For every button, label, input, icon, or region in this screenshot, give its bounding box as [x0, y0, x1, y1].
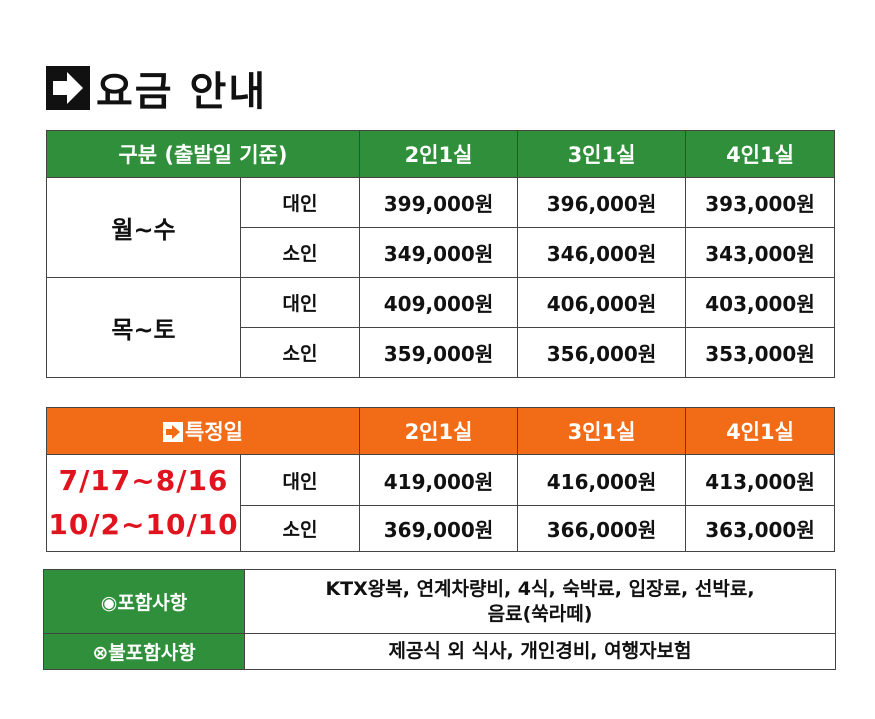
- special-date-ranges: 7/17~8/16 10/2~10/10: [46, 454, 241, 552]
- table-row: ◉포함사항 KTX왕복, 연계차량비, 4식, 숙박료, 입장료, 선박료, 음…: [43, 569, 836, 634]
- price-cell: 413,000원: [685, 454, 835, 506]
- table-row: 소인 369,000원 366,000원 363,000원: [47, 505, 835, 552]
- table-row: 소인 359,000원 356,000원 353,000원: [47, 327, 835, 378]
- price-cell: 406,000원: [517, 277, 686, 328]
- price-cell: 399,000원: [359, 177, 518, 228]
- row-type-adult: 대인: [240, 177, 360, 228]
- header-quad-room: 4인1실: [685, 130, 835, 178]
- price-table-special-dates: 특정일 2인1실 3인1실 4인1실 7/17~8/16 10/2~10/10 …: [46, 407, 835, 552]
- header-special-dates-label: 특정일: [185, 420, 243, 444]
- special-date-1: 7/17~8/16: [58, 464, 229, 497]
- header-triple-room: 3인1실: [517, 130, 686, 178]
- special-date-2: 10/2~10/10: [48, 508, 239, 541]
- header-category: 구분 (출발일 기준): [46, 130, 360, 178]
- row-type-child: 소인: [240, 327, 360, 378]
- arrow-right-icon: [163, 422, 184, 442]
- inclusions-table: ◉포함사항 KTX왕복, 연계차량비, 4식, 숙박료, 입장료, 선박료, 음…: [43, 569, 836, 670]
- price-cell: 369,000원: [359, 505, 518, 552]
- price-cell: 416,000원: [517, 454, 686, 506]
- header-double-room: 2인1실: [359, 407, 518, 455]
- price-table-regular: 구분 (출발일 기준) 2인1실 3인1실 4인1실 월~수 대인 399,00…: [46, 130, 835, 378]
- page-title: 요금 안내: [96, 69, 268, 115]
- row-type-adult: 대인: [240, 454, 360, 506]
- price-cell: 396,000원: [517, 177, 686, 228]
- row-type-adult: 대인: [240, 277, 360, 328]
- included-line-1: KTX왕복, 연계차량비, 4식, 숙박료, 입장료, 선박료,: [325, 577, 755, 600]
- price-cell: 356,000원: [517, 327, 686, 378]
- price-cell: 366,000원: [517, 505, 686, 552]
- included-line-2: 음료(쑥라떼): [487, 602, 593, 625]
- header-quad-room: 4인1실: [685, 407, 835, 455]
- price-cell: 393,000원: [685, 177, 835, 228]
- header-triple-room: 3인1실: [517, 407, 686, 455]
- price-cell: 409,000원: [359, 277, 518, 328]
- header-special-dates: 특정일: [46, 407, 360, 455]
- table-row: 목~토 대인 409,000원 406,000원 403,000원: [46, 277, 835, 378]
- table-row: 소인 349,000원 346,000원 343,000원: [47, 227, 835, 278]
- row-type-child: 소인: [240, 505, 360, 552]
- price-cell: 419,000원: [359, 454, 518, 506]
- price-cell: 403,000원: [685, 277, 835, 328]
- table-row: 7/17~8/16 10/2~10/10 대인 419,000원 416,000…: [46, 454, 835, 552]
- price-cell: 346,000원: [517, 227, 686, 278]
- price-cell: 349,000원: [359, 227, 518, 278]
- arrow-right-icon: [46, 66, 90, 110]
- excluded-value: 제공식 외 식사, 개인경비, 여행자보험: [244, 633, 836, 670]
- price-cell: 363,000원: [685, 505, 835, 552]
- row-type-child: 소인: [240, 227, 360, 278]
- price-cell: 343,000원: [685, 227, 835, 278]
- page-title-row: 요금 안내: [46, 60, 267, 116]
- price-cell: 353,000원: [685, 327, 835, 378]
- price-cell: 359,000원: [359, 327, 518, 378]
- group-label-thu-sat: 목~토: [46, 277, 241, 378]
- table-row: ⊗불포함사항 제공식 외 식사, 개인경비, 여행자보험: [43, 633, 836, 670]
- header-double-room: 2인1실: [359, 130, 518, 178]
- included-value: KTX왕복, 연계차량비, 4식, 숙박료, 입장료, 선박료, 음료(쑥라떼): [244, 569, 836, 634]
- group-label-mon-wed: 월~수: [46, 177, 241, 278]
- included-label: ◉포함사항: [43, 569, 245, 634]
- excluded-label: ⊗불포함사항: [43, 633, 245, 670]
- table-row: 월~수 대인 399,000원 396,000원 393,000원: [46, 177, 835, 278]
